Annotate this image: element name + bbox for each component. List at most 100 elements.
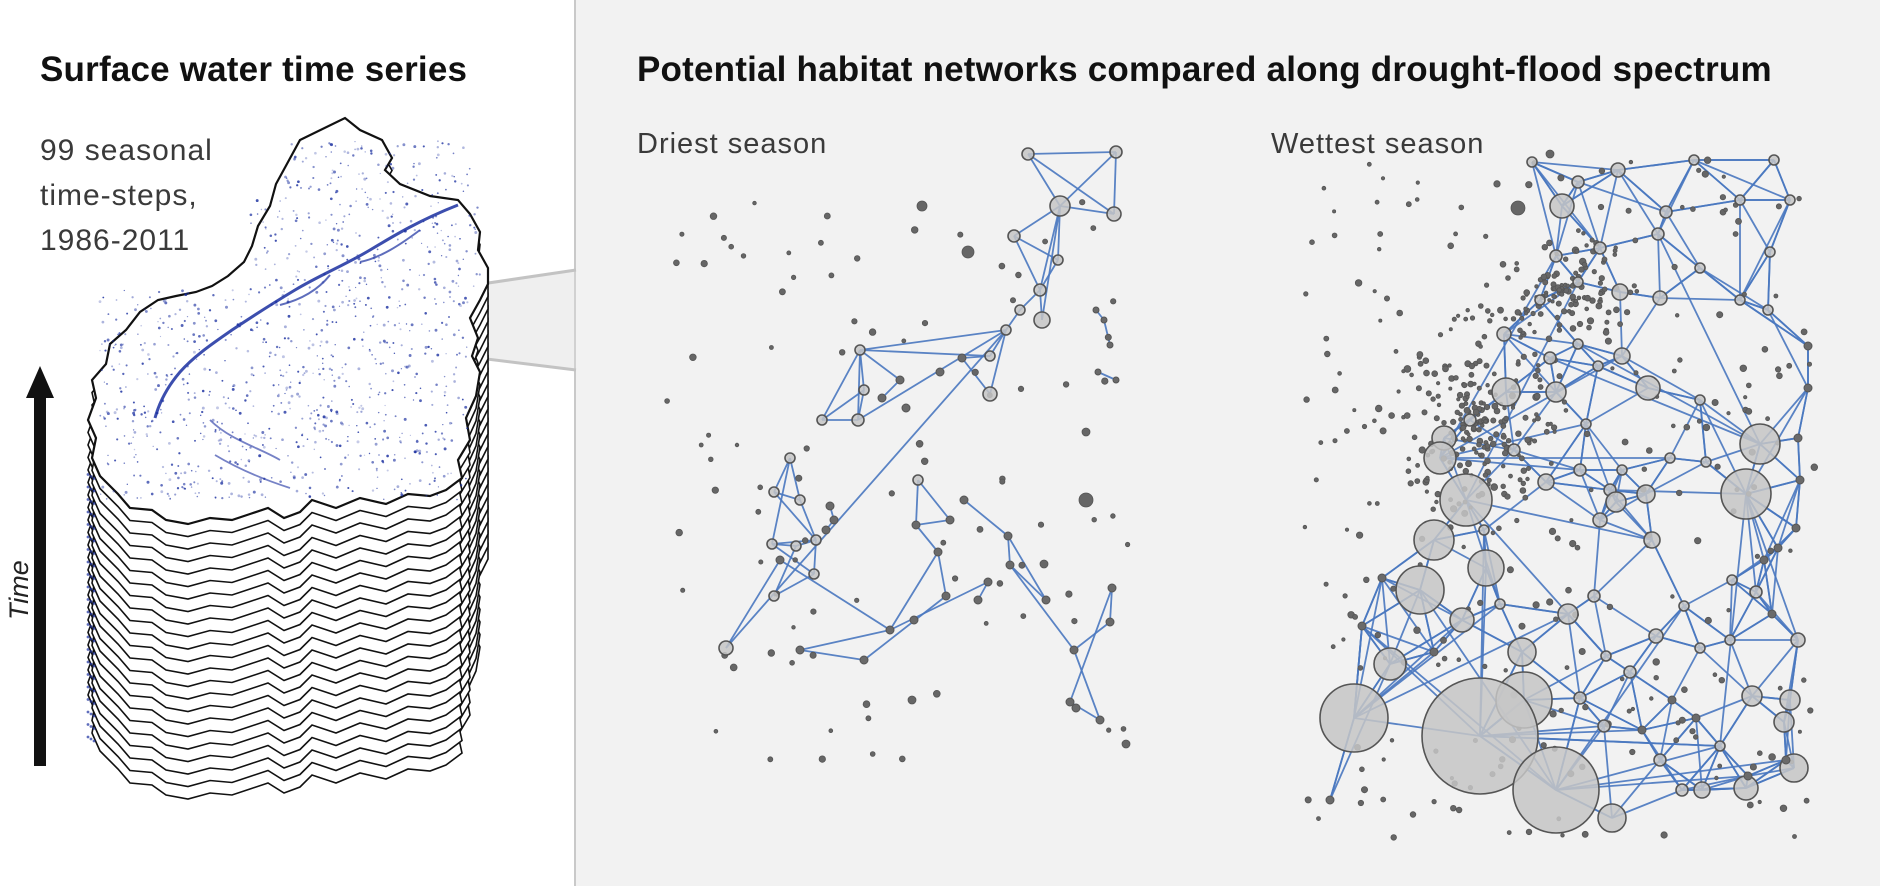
network-node [858, 384, 870, 396]
network-node [1496, 326, 1512, 342]
isolated-node [734, 442, 740, 448]
isolated-node [1323, 581, 1329, 587]
isolated-node [1801, 677, 1807, 683]
isolated-node [1589, 237, 1595, 243]
isolated-node [1671, 368, 1677, 374]
network-edge [1683, 579, 1733, 607]
isolated-node [1468, 371, 1475, 378]
isolated-node [1442, 365, 1449, 373]
isolated-node [1803, 797, 1810, 804]
network-node [821, 525, 831, 535]
isolated-node [1598, 291, 1604, 297]
network-edge [1109, 587, 1113, 623]
network-edge [1767, 251, 1771, 311]
isolated-node [1510, 405, 1516, 410]
isolated-node [1480, 423, 1485, 428]
network-edge [1013, 235, 1041, 291]
network-edge [789, 457, 801, 501]
isolated-node [1800, 328, 1808, 336]
network-node [1759, 555, 1769, 565]
isolated-node [1775, 203, 1782, 210]
network-node [1463, 413, 1477, 427]
isolated-node [1376, 246, 1382, 252]
isolated-node [1374, 501, 1380, 506]
isolated-node [1692, 734, 1699, 740]
water-bodies [98, 140, 481, 501]
isolated-node [1745, 407, 1753, 415]
isolated-node [1433, 415, 1440, 422]
isolated-node [1497, 306, 1504, 314]
right-panel [576, 0, 1880, 886]
network-edge [1795, 479, 1801, 529]
isolated-node [1555, 300, 1562, 307]
isolated-node [1332, 209, 1337, 214]
network-edge [1577, 181, 1601, 249]
isolated-node [1537, 311, 1544, 317]
isolated-node [1388, 412, 1395, 419]
network-node [982, 386, 998, 402]
isolated-node [1453, 375, 1459, 381]
isolated-node [1714, 463, 1721, 470]
isolated-node [1723, 207, 1728, 213]
network-node [851, 413, 865, 427]
isolated-node [1500, 423, 1507, 429]
isolated-node [1304, 796, 1312, 804]
isolated-node [1584, 294, 1591, 302]
network-edge [1599, 169, 1619, 249]
panel-divider [574, 0, 576, 886]
isolated-node [1551, 273, 1558, 279]
network-edge [1027, 153, 1115, 215]
isolated-node [1372, 289, 1377, 294]
isolated-node [854, 597, 860, 603]
isolated-node [1525, 476, 1530, 482]
isolated-node [1532, 351, 1538, 357]
isolated-node [1576, 295, 1582, 301]
isolated-node [1792, 834, 1797, 839]
isolated-node [1548, 461, 1554, 466]
isolated-node [1510, 200, 1526, 216]
network-node [1549, 193, 1575, 219]
isolated-node [996, 580, 1004, 587]
network-node [1507, 637, 1537, 667]
network-node [1049, 195, 1071, 217]
isolated-node [1110, 298, 1117, 305]
isolated-node [1634, 288, 1640, 294]
network-edge [1739, 159, 1775, 201]
isolated-node [1120, 726, 1127, 732]
isolated-node [1463, 401, 1469, 407]
isolated-node [1451, 316, 1457, 322]
network-node [1616, 464, 1628, 476]
isolated-node [1520, 480, 1526, 487]
isolated-node [1434, 499, 1439, 505]
network-edge [1621, 457, 1671, 471]
isolated-node [1694, 537, 1702, 545]
network-node [1573, 463, 1587, 477]
isolated-node [1456, 397, 1461, 402]
network-node [1357, 621, 1367, 631]
isolated-node [1484, 457, 1491, 465]
isolated-node [1563, 408, 1569, 413]
network-node [1041, 595, 1051, 605]
isolated-node [1396, 309, 1403, 317]
network-edge [1695, 717, 1721, 747]
isolated-node [1775, 366, 1782, 373]
isolated-node [809, 651, 817, 659]
isolated-node [1425, 390, 1432, 397]
network-node [1014, 304, 1026, 316]
network-edge [779, 559, 891, 631]
network-node [1694, 262, 1706, 274]
isolated-node [1584, 306, 1589, 312]
isolated-node [1776, 372, 1783, 380]
isolated-node [1483, 403, 1491, 411]
isolated-node [828, 728, 834, 733]
isolated-node [1641, 466, 1647, 472]
isolated-node [1562, 256, 1569, 262]
isolated-node [1549, 710, 1557, 718]
isolated-node [1352, 614, 1358, 620]
isolated-node [1565, 283, 1570, 288]
network-node [1319, 683, 1389, 753]
isolated-node [1542, 279, 1549, 286]
isolated-node [1461, 544, 1466, 550]
network-edge [1671, 699, 1697, 719]
isolated-node [1324, 350, 1331, 358]
